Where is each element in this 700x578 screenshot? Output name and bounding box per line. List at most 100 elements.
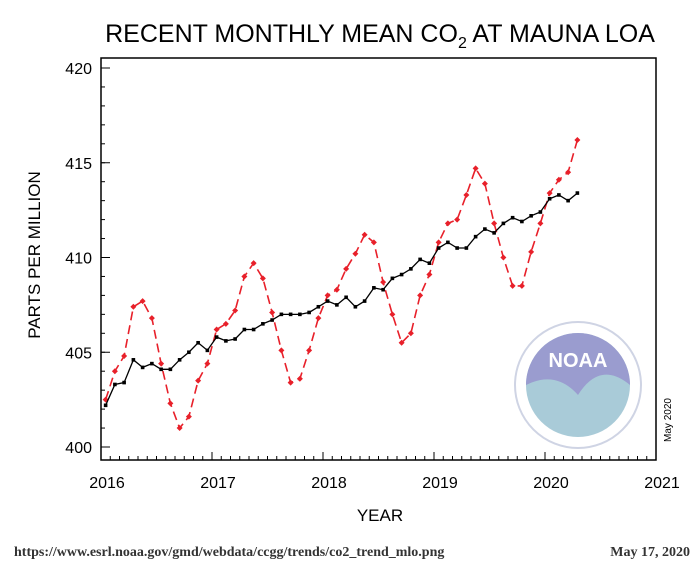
trend-point [483, 227, 487, 231]
trend-point [566, 198, 570, 203]
trend-point [455, 246, 459, 250]
y-tick-label: 405 [65, 345, 92, 362]
footer-date: May 17, 2020 [610, 545, 690, 560]
trend-point [140, 365, 145, 370]
chart-title: RECENT MONTHLY MEAN CO2 AT MAUNA LOA [105, 20, 655, 52]
trend-point [122, 380, 126, 385]
monthly-mean-point [250, 260, 257, 267]
monthly-mean-point [259, 275, 266, 282]
monthly-mean-point [444, 220, 451, 227]
trend-point [529, 214, 533, 218]
trend-point [520, 219, 524, 224]
x-tick-label: 2017 [200, 475, 236, 492]
trend-point [473, 234, 478, 239]
source-url: https://www.esrl.noaa.gov/gmd/webdata/cc… [14, 545, 444, 560]
monthly-mean-point [463, 191, 470, 198]
monthly-mean-point [454, 216, 461, 223]
x-tick-label: 2019 [422, 475, 458, 492]
x-tick-label: 2016 [89, 475, 125, 492]
monthly-mean-point [278, 347, 285, 354]
monthly-mean-point [574, 137, 581, 144]
trend-point [224, 339, 228, 343]
monthly-mean-point [565, 169, 572, 176]
monthly-mean-point [121, 353, 128, 360]
trend-point [113, 382, 117, 387]
x-tick-label: 2020 [533, 475, 569, 492]
monthly-mean-point [269, 309, 276, 316]
logo-text: NOAA [549, 350, 608, 372]
monthly-mean-point [426, 271, 433, 278]
monthly-mean-point [481, 180, 488, 187]
trend-point [510, 215, 515, 220]
trend-point [288, 312, 293, 317]
trend-point [261, 322, 265, 326]
trend-point [233, 337, 237, 341]
trend-point [325, 299, 330, 303]
trend-point [316, 304, 321, 309]
trend-point [177, 358, 182, 362]
monthly-mean-point [232, 307, 239, 314]
monthly-mean-point [222, 320, 229, 327]
trend-point [168, 367, 173, 372]
trend-point [381, 287, 385, 292]
monthly-mean-point [417, 292, 424, 299]
trend-point [575, 191, 580, 195]
monthly-mean-point [195, 377, 202, 384]
trend-point [251, 327, 256, 332]
trend-point [159, 367, 163, 372]
trend-point [372, 286, 376, 290]
trend-point [335, 303, 339, 307]
y-tick-label: 410 [65, 251, 92, 268]
trend-point [279, 312, 284, 317]
monthly-mean-point [139, 298, 146, 305]
trend-point [464, 246, 469, 250]
y-axis-label: PARTS PER MILLION [25, 171, 44, 339]
monthly-mean-point [204, 360, 211, 367]
date-annotation: May 2020 [663, 398, 674, 442]
trend-point [187, 350, 191, 355]
monthly-mean-point [528, 248, 535, 255]
trend-point [344, 295, 348, 300]
monthly-mean-point [546, 190, 553, 197]
trend-point [307, 310, 311, 315]
trend-point [418, 257, 422, 262]
monthly-mean-point [398, 339, 405, 346]
noaa-logo: NOAA [514, 321, 642, 449]
trend-point [501, 221, 506, 226]
monthly-mean-point [333, 286, 340, 293]
trend-point [353, 304, 358, 309]
monthly-mean-point [324, 292, 331, 299]
trend-point [547, 196, 552, 201]
trend-point [427, 261, 432, 265]
monthly-mean-point [407, 330, 414, 337]
trend-point [214, 335, 219, 339]
trend-point [362, 299, 367, 303]
monthly-mean-point [361, 231, 368, 238]
y-tick-label: 400 [65, 440, 92, 457]
trend-point [196, 340, 200, 345]
x-axis-label: YEAR [357, 506, 403, 525]
monthly-mean-point [555, 176, 562, 183]
monthly-mean-point [296, 375, 303, 382]
x-tick-label: 2021 [644, 475, 680, 492]
monthly-mean-point [241, 273, 248, 280]
monthly-mean-point [389, 311, 396, 318]
monthly-mean-point [352, 250, 359, 257]
trend-point [131, 358, 136, 362]
trend-point [446, 240, 450, 245]
monthly-mean-point [287, 379, 294, 386]
monthly-mean-point [167, 400, 174, 407]
monthly-mean-point [315, 315, 322, 322]
trend-line [105, 192, 578, 406]
trend-point [270, 318, 274, 322]
monthly-mean-point [518, 282, 525, 289]
monthly-mean-point [158, 360, 165, 367]
trend-point [492, 231, 496, 235]
monthly-mean-point [130, 303, 137, 310]
trend-point [409, 267, 413, 271]
trend-point [538, 210, 543, 214]
trend-point [557, 193, 561, 197]
monthly-mean-point [491, 220, 498, 227]
trend-point [390, 276, 395, 281]
